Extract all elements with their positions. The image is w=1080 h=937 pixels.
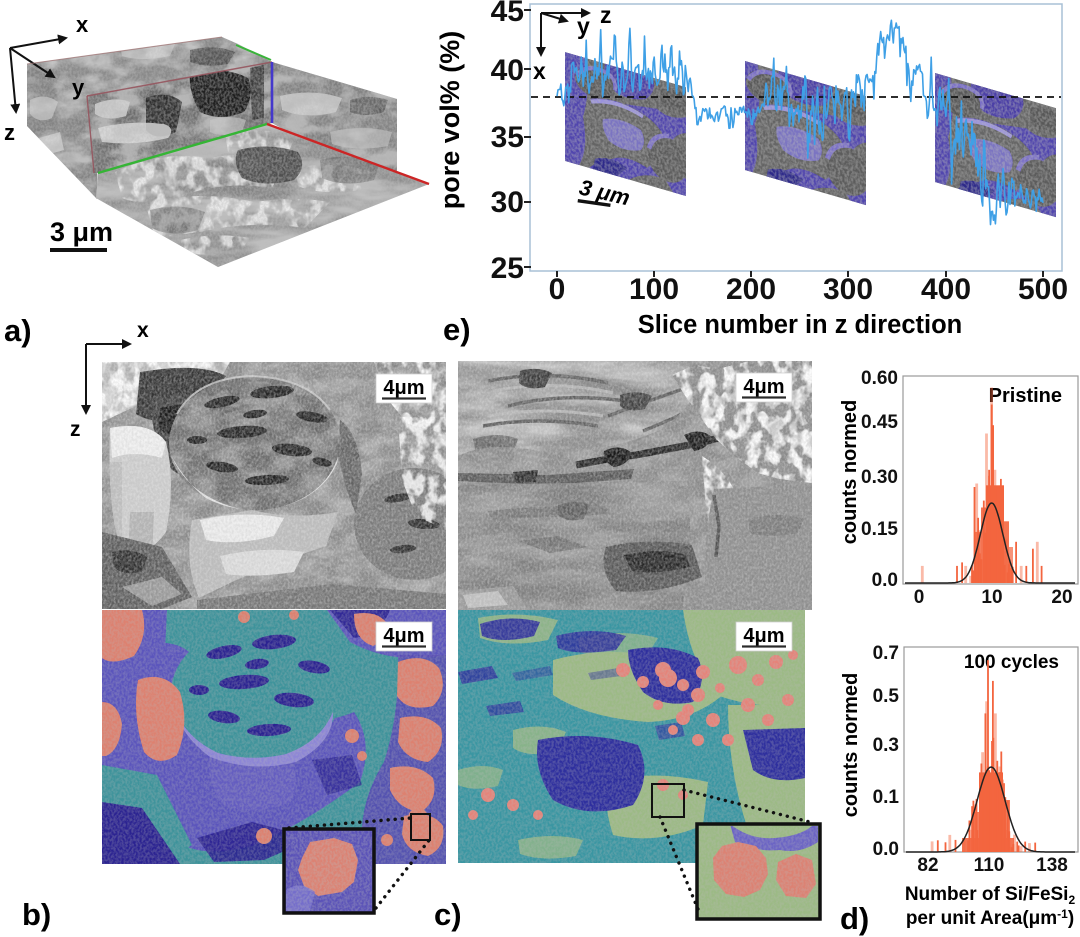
- svg-text:30: 30: [491, 186, 524, 219]
- svg-text:0.30: 0.30: [861, 467, 898, 488]
- svg-text:e): e): [443, 312, 471, 347]
- svg-text:4μm: 4μm: [743, 376, 784, 398]
- svg-text:4μm: 4μm: [383, 625, 424, 647]
- svg-text:Pristine: Pristine: [989, 385, 1062, 407]
- svg-text:82: 82: [917, 855, 938, 876]
- svg-text:a): a): [4, 313, 32, 348]
- svg-text:0.3: 0.3: [873, 735, 899, 756]
- svg-text:0.60: 0.60: [861, 368, 898, 389]
- svg-text:x: x: [137, 319, 149, 342]
- svg-text:3 μm: 3 μm: [50, 217, 113, 247]
- svg-text:z: z: [4, 120, 15, 145]
- svg-text:100: 100: [629, 273, 679, 306]
- svg-text:25: 25: [491, 252, 524, 285]
- svg-text:z: z: [70, 418, 81, 441]
- svg-text:0.45: 0.45: [861, 412, 898, 433]
- svg-text:45: 45: [491, 0, 524, 28]
- svg-text:138: 138: [1036, 855, 1068, 876]
- svg-text:4μm: 4μm: [383, 377, 424, 399]
- svg-text:0.1: 0.1: [873, 787, 900, 808]
- svg-text:per unit Area(μm-1): per unit Area(μm-1): [906, 907, 1074, 929]
- svg-text:Slice number in z direction: Slice number in z direction: [638, 311, 962, 339]
- svg-text:4μm: 4μm: [743, 625, 784, 647]
- svg-text:b): b): [22, 897, 51, 932]
- svg-text:0.0: 0.0: [873, 839, 899, 860]
- svg-text:x: x: [533, 58, 546, 84]
- svg-text:300: 300: [823, 273, 873, 306]
- svg-text:0: 0: [914, 587, 925, 608]
- svg-text:400: 400: [921, 273, 971, 306]
- svg-text:0.7: 0.7: [873, 643, 899, 664]
- svg-text:Number of Si/FeSi2: Number of Si/FeSi2: [905, 884, 1076, 907]
- svg-text:20: 20: [1051, 587, 1072, 608]
- svg-text:pore vol% (%): pore vol% (%): [435, 31, 465, 210]
- svg-text:10: 10: [981, 587, 1002, 608]
- svg-text:x: x: [76, 12, 89, 37]
- svg-text:y: y: [577, 13, 590, 39]
- svg-text:z: z: [600, 2, 612, 28]
- svg-text:counts normed: counts normed: [839, 400, 861, 544]
- svg-text:35: 35: [491, 121, 524, 154]
- svg-text:200: 200: [726, 273, 776, 306]
- svg-text:0: 0: [549, 273, 566, 306]
- svg-text:c): c): [434, 897, 462, 932]
- svg-text:d): d): [840, 901, 869, 936]
- svg-text:counts normed: counts normed: [840, 673, 862, 817]
- svg-text:40: 40: [491, 54, 524, 87]
- svg-text:0.0: 0.0: [872, 570, 898, 591]
- svg-text:500: 500: [1018, 273, 1068, 306]
- svg-text:y: y: [72, 75, 85, 100]
- svg-text:110: 110: [974, 855, 1005, 876]
- svg-text:0.5: 0.5: [873, 686, 900, 707]
- svg-text:0.15: 0.15: [861, 519, 898, 540]
